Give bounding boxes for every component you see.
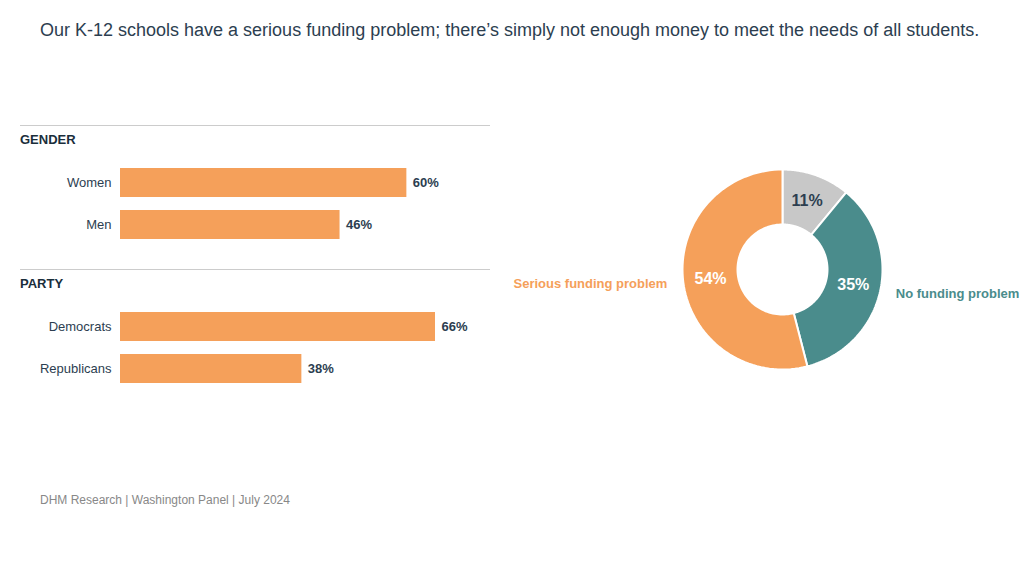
svg-text:38%: 38% (308, 361, 334, 376)
svg-text:46%: 46% (346, 217, 372, 232)
svg-text:No funding problem: No funding problem (896, 286, 1019, 301)
svg-text:Men: Men (86, 217, 111, 232)
svg-text:54%: 54% (695, 270, 727, 287)
svg-text:Serious funding problem: Serious funding problem (514, 276, 668, 291)
html-text:Our K-12 schools have a seriou: Our K-12 schools have a serious funding … (40, 20, 980, 40)
html-text:DHM Research | Washington Pane: DHM Research | Washington Panel | July 2… (40, 493, 290, 508)
svg-text:Women: Women (67, 175, 112, 190)
svg-text:35%: 35% (837, 277, 869, 294)
svg-text:Republicans: Republicans (40, 361, 112, 376)
svg-text:11%: 11% (791, 193, 822, 210)
svg-text:66%: 66% (442, 319, 468, 334)
html-text:PARTY: PARTY (20, 276, 64, 292)
html-text:GENDER: GENDER (20, 132, 76, 148)
svg-text:Democrats: Democrats (49, 319, 112, 334)
svg-text:60%: 60% (413, 175, 439, 190)
